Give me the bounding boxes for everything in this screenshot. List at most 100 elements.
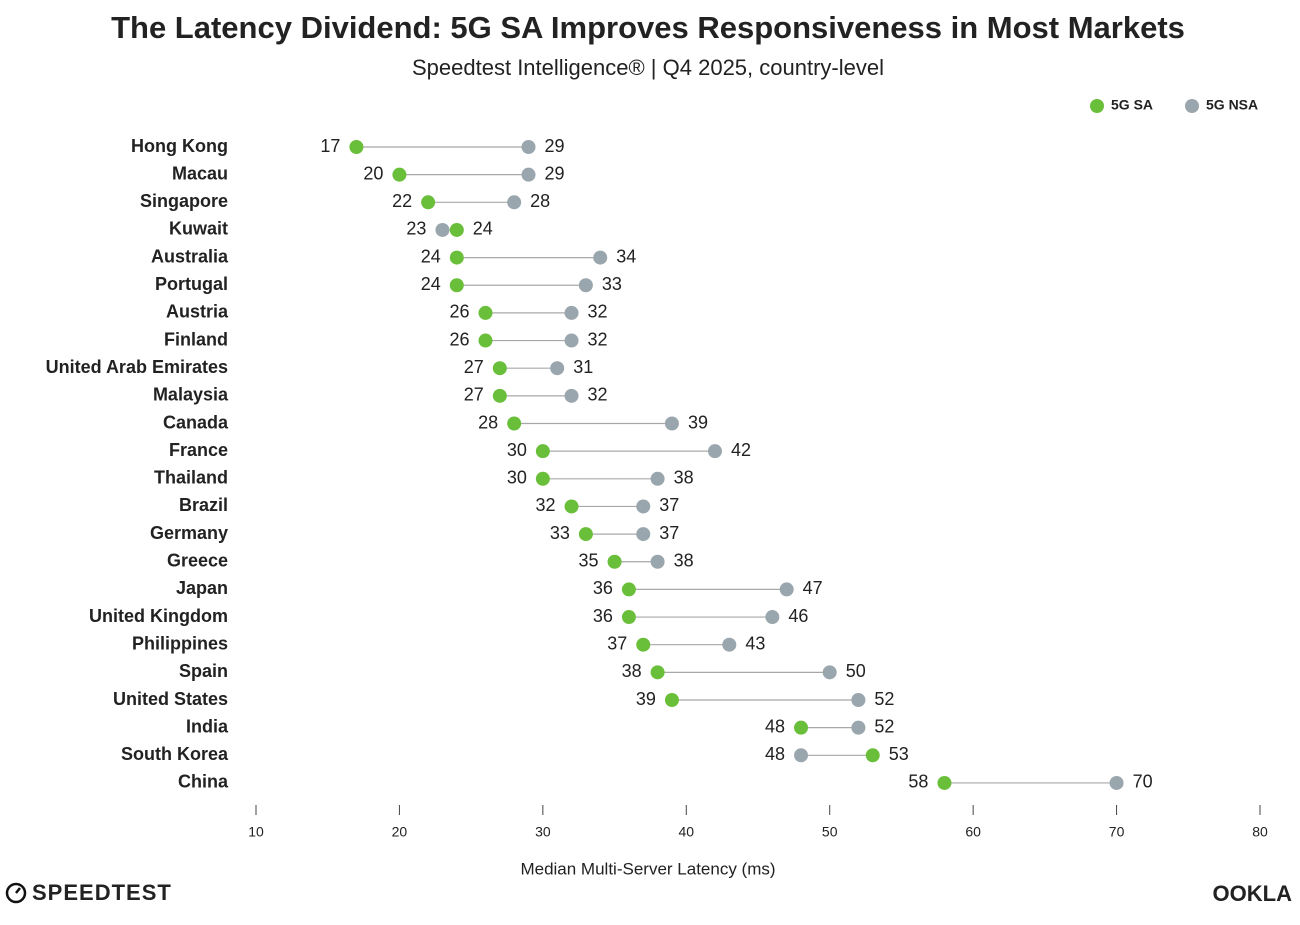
y-tick-label: United States — [113, 689, 228, 709]
dot — [779, 582, 794, 597]
y-tick-label: Germany — [150, 523, 228, 543]
dot — [664, 416, 679, 431]
dot — [449, 250, 464, 265]
dot — [449, 278, 464, 293]
y-tick-label: Malaysia — [153, 385, 229, 405]
y-tick-label: France — [169, 440, 228, 460]
data-label: 29 — [545, 163, 565, 183]
data-label: 36 — [593, 578, 613, 598]
y-tick-label: Spain — [179, 661, 228, 681]
data-label: 29 — [545, 136, 565, 156]
y-tick-label: Austria — [166, 302, 229, 322]
data-label: 37 — [659, 495, 679, 515]
data-label: 20 — [363, 163, 383, 183]
data-label: 35 — [579, 551, 599, 571]
y-tick-label: Greece — [167, 551, 228, 571]
data-label: 43 — [745, 633, 765, 653]
data-label: 31 — [573, 357, 593, 377]
dot — [492, 388, 507, 403]
data-label: 58 — [908, 772, 928, 792]
dot — [650, 471, 665, 486]
y-tick-label: India — [186, 716, 229, 736]
dot — [593, 250, 608, 265]
y-tick-label: Thailand — [154, 468, 228, 488]
data-label: 38 — [674, 468, 694, 488]
dot — [636, 499, 651, 514]
data-label: 46 — [788, 606, 808, 626]
dot — [664, 693, 679, 707]
dot — [492, 361, 507, 376]
dot — [564, 333, 579, 348]
data-label: 26 — [449, 302, 469, 322]
dot — [435, 222, 450, 237]
y-tick-label: Japan — [176, 578, 228, 598]
legend-label: 5G SA — [1111, 97, 1153, 113]
dot — [865, 748, 880, 763]
data-label: 48 — [765, 716, 785, 736]
data-label: 52 — [874, 716, 894, 736]
data-label: 24 — [421, 246, 441, 266]
dot — [507, 195, 522, 210]
dot — [578, 278, 593, 293]
dot — [607, 554, 622, 569]
data-label: 48 — [765, 744, 785, 764]
data-label: 34 — [616, 246, 636, 266]
dot — [707, 444, 722, 459]
data-label: 33 — [550, 523, 570, 543]
chart-subtitle: Speedtest Intelligence® | Q4 2025, count… — [412, 55, 884, 80]
dot — [794, 720, 809, 735]
y-tick-label: China — [178, 772, 229, 792]
dot — [578, 527, 593, 542]
data-label: 27 — [464, 357, 484, 377]
dot — [1109, 775, 1124, 790]
logo-text: SPEEDTEST — [32, 880, 172, 905]
dot — [421, 195, 436, 210]
dot — [564, 305, 579, 320]
data-label: 23 — [406, 219, 426, 239]
y-tick-label: Australia — [151, 246, 229, 266]
dot — [521, 140, 536, 154]
x-axis-title: Median Multi-Server Latency (ms) — [520, 859, 775, 878]
data-label: 28 — [478, 412, 498, 432]
dot — [621, 610, 636, 625]
data-label: 70 — [1133, 772, 1153, 792]
data-label: 32 — [588, 329, 608, 349]
dot — [851, 693, 866, 707]
x-tick-label: 80 — [1252, 824, 1268, 840]
data-label: 30 — [507, 468, 527, 488]
y-tick-label: United Arab Emirates — [46, 357, 228, 377]
data-label: 37 — [607, 633, 627, 653]
y-tick-label: Singapore — [140, 191, 228, 211]
y-tick-label: Finland — [164, 329, 228, 349]
data-label: 32 — [588, 385, 608, 405]
x-tick-label: 40 — [678, 824, 694, 840]
dot — [550, 361, 565, 376]
y-tick-label: United Kingdom — [89, 606, 228, 626]
data-label: 39 — [636, 689, 656, 709]
dot — [722, 637, 737, 652]
legend-marker — [1185, 99, 1199, 113]
data-label: 27 — [464, 385, 484, 405]
dot — [937, 775, 952, 790]
data-label: 36 — [593, 606, 613, 626]
dot — [564, 388, 579, 403]
dot — [650, 665, 665, 680]
y-tick-label: Macau — [172, 163, 228, 183]
logo-icon-needle — [15, 887, 21, 894]
dot — [535, 444, 550, 459]
x-tick-label: 20 — [392, 824, 408, 840]
x-tick-label: 50 — [822, 824, 838, 840]
data-label: 52 — [874, 689, 894, 709]
y-tick-label: Philippines — [132, 633, 228, 653]
speedtest-logo: SPEEDTEST — [5, 880, 172, 905]
dot — [636, 527, 651, 542]
legend-label: 5G NSA — [1206, 97, 1258, 113]
data-label: 30 — [507, 440, 527, 460]
y-tick-label: Hong Kong — [131, 136, 228, 156]
data-label: 47 — [803, 578, 823, 598]
data-label: 28 — [530, 191, 550, 211]
data-label: 32 — [588, 302, 608, 322]
dot — [507, 416, 522, 431]
dot — [822, 665, 837, 680]
